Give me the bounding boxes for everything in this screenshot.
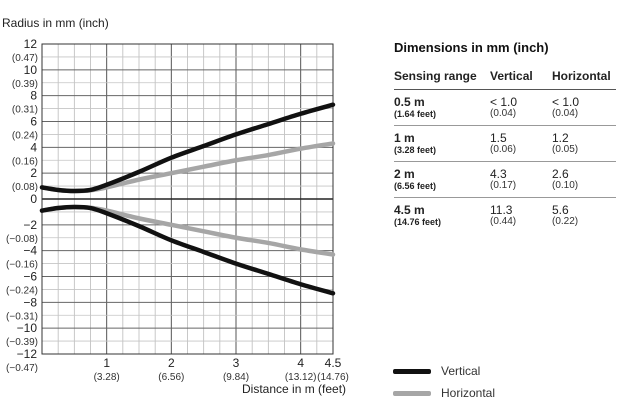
vertical-value: 4.3 bbox=[490, 167, 507, 181]
range-value: 4.5 m bbox=[394, 203, 425, 217]
header-sensing-range: Sensing range bbox=[394, 69, 490, 90]
x-tick-label: 2 bbox=[168, 356, 175, 370]
vertical-cell: 4.3 (0.17) bbox=[490, 161, 552, 198]
y-tick-sublabel: (0.39) bbox=[12, 79, 38, 90]
horizontal-cell: 1.2 (0.05) bbox=[552, 125, 616, 162]
x-axis-title: Distance in m (feet) bbox=[242, 382, 347, 396]
y-tick-label: 12 bbox=[24, 37, 38, 51]
legend-item-vertical: Vertical bbox=[393, 360, 495, 382]
horizontal-value: 5.6 bbox=[552, 203, 569, 217]
vertical-cell: < 1.0 (0.04) bbox=[490, 89, 552, 126]
table-row: 2 m (6.56 feet) 4.3 (0.17) 2.6 (0.10) bbox=[394, 161, 616, 198]
horizontal-cell: < 1.0 (0.04) bbox=[552, 89, 616, 126]
y-tick-sublabel: (−0.24) bbox=[6, 286, 38, 297]
legend-swatch-horizontal bbox=[393, 390, 431, 396]
y-tick-sublabel: (−0.47) bbox=[6, 363, 38, 374]
range-cell: 4.5 m (14.76 feet) bbox=[394, 198, 490, 234]
horizontal-inch: (0.22) bbox=[552, 216, 579, 227]
x-tick-label: 3 bbox=[233, 356, 240, 370]
dimensions-panel: Dimensions in mm (inch) Sensing range Ve… bbox=[394, 40, 616, 233]
x-tick-sublabel: (6.56) bbox=[158, 372, 184, 383]
table-row: 1 m (3.28 feet) 1.5 (0.06) 1.2 (0.05) bbox=[394, 125, 616, 162]
vertical-inch: (0.06) bbox=[490, 144, 517, 155]
legend-swatch-vertical bbox=[393, 368, 431, 374]
range-cell: 0.5 m (1.64 feet) bbox=[394, 89, 490, 126]
horizontal-value: 1.2 bbox=[552, 131, 569, 145]
horizontal-inch: (0.10) bbox=[552, 180, 579, 191]
y-tick-sublabel: (−0.31) bbox=[6, 311, 38, 322]
x-tick-label: 4 bbox=[297, 356, 304, 370]
table-row: 4.5 m (14.76 feet) 11.3 (0.44) 5.6 (0.22) bbox=[394, 198, 616, 234]
legend: Vertical Horizontal bbox=[393, 360, 495, 404]
y-tick-label: 4 bbox=[30, 140, 37, 154]
horizontal-cell: 2.6 (0.10) bbox=[552, 161, 616, 198]
y-tick-label: −8 bbox=[23, 295, 37, 309]
y-tick-sublabel: (0.24) bbox=[12, 131, 38, 142]
vertical-inch: (0.04) bbox=[490, 108, 517, 119]
series-vertical-upper bbox=[39, 102, 336, 194]
y-tick-sublabel: (0.08) bbox=[12, 182, 38, 193]
header-vertical: Vertical bbox=[490, 69, 552, 90]
x-tick-sublabel: (3.28) bbox=[94, 372, 120, 383]
horizontal-value: < 1.0 bbox=[552, 95, 580, 109]
vertical-cell: 11.3 (0.44) bbox=[490, 198, 552, 234]
horizontal-inch: (0.04) bbox=[552, 108, 579, 119]
y-tick-sublabel: (0.16) bbox=[12, 156, 38, 167]
horizontal-value: 2.6 bbox=[552, 167, 569, 181]
y-tick-label: 6 bbox=[30, 115, 37, 129]
table-row: 0.5 m (1.64 feet) < 1.0 (0.04) < 1.0 (0.04) bbox=[394, 89, 616, 126]
horizontal-cell: 5.6 (0.22) bbox=[552, 198, 616, 234]
vertical-inch: (0.17) bbox=[490, 180, 517, 191]
table-header-row: Sensing range Vertical Horizontal bbox=[394, 69, 616, 90]
grid bbox=[41, 43, 334, 355]
y-tick-labels: 12 (0.47)10 (0.39)8 (0.31)6 (0.24)4 (0.16)2 (0… bbox=[6, 37, 38, 374]
range-value: 0.5 m bbox=[394, 95, 425, 109]
vertical-inch: (0.44) bbox=[490, 216, 517, 227]
vertical-value: < 1.0 bbox=[490, 95, 518, 109]
range-feet: (14.76 feet) bbox=[394, 217, 442, 227]
y-tick-label: 10 bbox=[24, 63, 38, 77]
plot-frame bbox=[41, 43, 334, 355]
curves bbox=[39, 102, 336, 296]
header-horizontal: Horizontal bbox=[552, 69, 616, 90]
y-tick-sublabel: (−0.39) bbox=[6, 337, 38, 348]
range-cell: 1 m (3.28 feet) bbox=[394, 125, 490, 162]
x-tick-labels: 1 (3.28) 2 (6.56) 3 (9.84) 4 (13.12) 4.5 (14.76) bbox=[94, 356, 349, 383]
vertical-value: 11.3 bbox=[490, 203, 513, 217]
horizontal-inch: (0.05) bbox=[552, 144, 579, 155]
range-value: 1 m bbox=[394, 131, 415, 145]
y-tick-sublabel: (−0.16) bbox=[6, 260, 38, 271]
legend-label-vertical: Vertical bbox=[441, 364, 481, 378]
y-tick-sublabel: (0.31) bbox=[12, 105, 38, 116]
x-tick-sublabel: (14.76) bbox=[317, 372, 349, 383]
dimensions-title: Dimensions in mm (inch) bbox=[394, 40, 549, 55]
vertical-value: 1.5 bbox=[490, 131, 507, 145]
range-cell: 2 m (6.56 feet) bbox=[394, 161, 490, 198]
x-tick-label: 1 bbox=[103, 356, 110, 370]
y-tick-label: 2 bbox=[30, 166, 37, 180]
y-tick-sublabel: (0.47) bbox=[12, 53, 38, 64]
range-feet: (6.56 feet) bbox=[394, 181, 437, 191]
y-tick-sublabel: (−0.08) bbox=[6, 234, 38, 245]
y-tick-label: −10 bbox=[17, 321, 38, 335]
legend-label-horizontal: Horizontal bbox=[441, 386, 496, 400]
y-tick-label: −6 bbox=[23, 270, 37, 284]
x-tick-label: 4.5 bbox=[325, 356, 342, 370]
vertical-cell: 1.5 (0.06) bbox=[490, 125, 552, 162]
range-value: 2 m bbox=[394, 167, 415, 181]
y-axis-title: Radius in mm (inch) bbox=[2, 16, 109, 30]
y-tick-label: −2 bbox=[23, 218, 37, 232]
series-vertical-lower bbox=[39, 204, 336, 296]
y-tick-label: −12 bbox=[17, 347, 38, 361]
legend-item-horizontal: Horizontal bbox=[393, 382, 495, 404]
x-tick-sublabel: (13.12) bbox=[285, 372, 317, 383]
y-tick-label: −4 bbox=[23, 244, 37, 258]
range-feet: (1.64 feet) bbox=[394, 109, 437, 119]
x-tick-sublabel: (9.84) bbox=[223, 372, 249, 383]
y-tick-label: 0 bbox=[30, 192, 37, 206]
y-tick-label: 8 bbox=[30, 89, 37, 103]
range-feet: (3.28 feet) bbox=[394, 145, 437, 155]
dimensions-table: Sensing range Vertical Horizontal 0.5 m(… bbox=[394, 69, 616, 233]
